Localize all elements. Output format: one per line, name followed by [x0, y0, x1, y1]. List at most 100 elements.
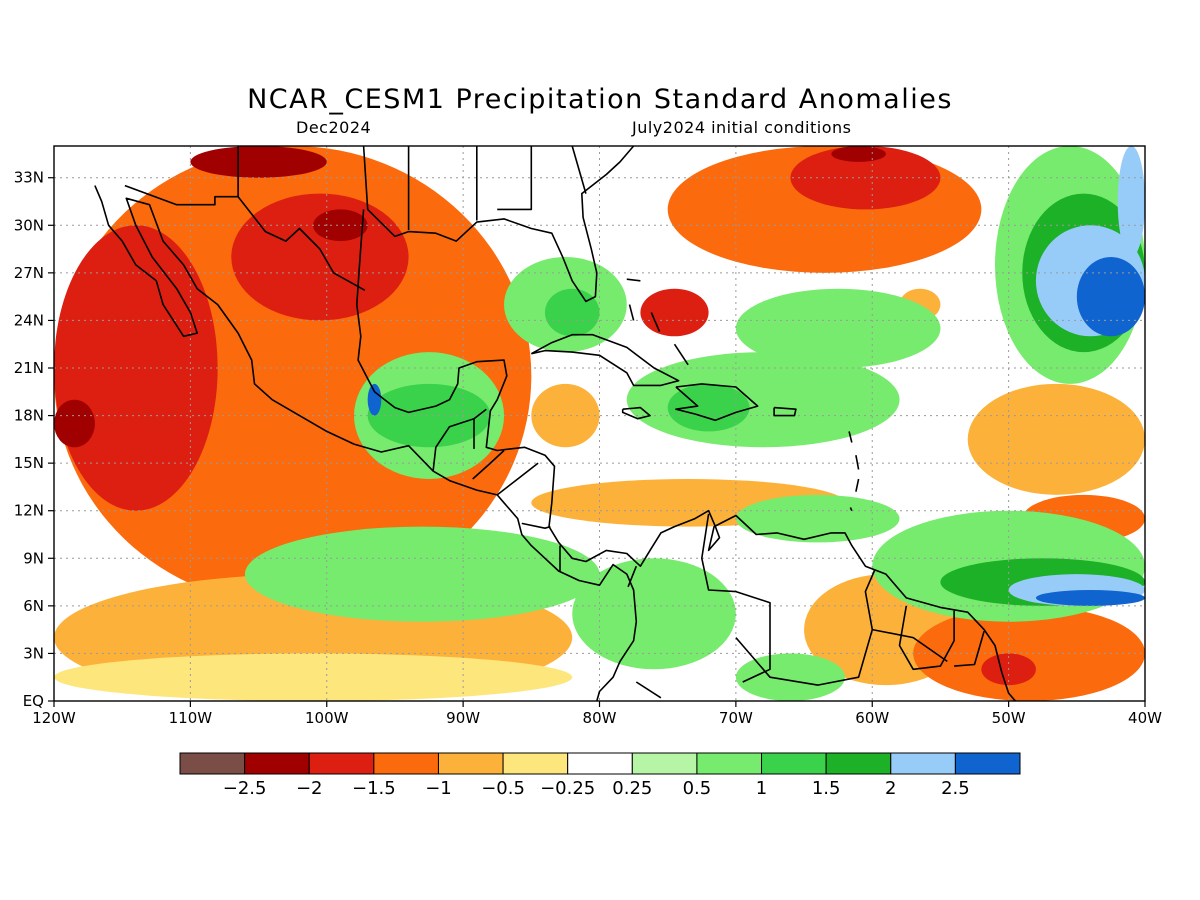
colorbar-swatch — [890, 752, 956, 775]
coastline — [497, 146, 533, 211]
chart-title: NCAR_CESM1 Precipitation Standard Anomal… — [247, 84, 953, 115]
anomaly-region — [231, 193, 409, 321]
lon-tick-label: 60W — [855, 709, 889, 727]
anomaly-region — [967, 383, 1145, 495]
colorbar-swatch — [631, 752, 698, 775]
colorbar-swatch — [308, 752, 375, 775]
colorbar-label: 0.25 — [612, 778, 652, 799]
coastline — [496, 462, 539, 496]
anomaly-region — [54, 399, 95, 448]
lon-tick-label: 90W — [446, 709, 480, 727]
anomaly-region — [735, 288, 941, 368]
lon-tick-label: 120W — [32, 709, 76, 727]
colorbar-label: 0.5 — [683, 778, 712, 799]
colorbar-label: 1 — [756, 778, 767, 799]
lat-tick-label: 33N — [14, 169, 44, 187]
coastlines — [94, 146, 1017, 701]
colorbar-swatch — [825, 752, 892, 775]
anomaly-region — [1076, 257, 1145, 337]
lat-tick-label: 24N — [14, 311, 44, 329]
initial-conditions: July2024 initial conditions — [632, 118, 852, 137]
anomaly-region — [640, 288, 709, 337]
coastline — [432, 408, 487, 472]
coastline — [627, 565, 638, 588]
colorbar-swatch — [502, 752, 569, 775]
anomaly-region — [913, 605, 1145, 701]
axis-ticks: 120W 110W 100W 90W 80W 70W 60W 50W 40W EQ 3N 6N 9N 12… — [14, 169, 1162, 727]
coastline — [530, 333, 680, 387]
lon-tick-label: 70W — [719, 709, 753, 727]
colorbar-label: −2.5 — [223, 778, 267, 799]
coastline — [356, 209, 1017, 701]
anomaly-region — [735, 653, 845, 701]
lat-tick-label: 9N — [23, 549, 44, 567]
lat-tick-label: 30N — [14, 216, 44, 234]
lat-tick-label: 18N — [14, 407, 44, 425]
anomaly-region — [831, 146, 886, 162]
colorbar-label: −1 — [425, 778, 452, 799]
anomaly-field — [54, 146, 1145, 701]
colorbar-label: 2 — [885, 778, 896, 799]
anomaly-region — [572, 558, 736, 670]
lat-tick-label: 12N — [14, 502, 44, 520]
anomaly-region — [667, 383, 750, 432]
colorbar-swatch — [567, 752, 633, 775]
lat-tick-label: 27N — [14, 264, 44, 282]
coastline — [472, 449, 505, 480]
coastline — [954, 630, 985, 667]
colorbar-swatch — [179, 752, 246, 775]
coastline — [621, 406, 651, 420]
colorbar-swatch — [437, 752, 504, 775]
coastline — [628, 304, 635, 321]
anomaly-region — [54, 653, 573, 701]
colorbar-label: −2 — [296, 778, 323, 799]
colorbar: −2.5 −2 −1.5 −1 −0.5 −0.25 0.25 0.5 1 1.5 2 2.5 — [179, 752, 1021, 799]
coastline — [872, 628, 948, 663]
coastline — [650, 312, 661, 332]
colorbar-label: −0.25 — [540, 778, 595, 799]
grid-lines — [54, 146, 1145, 701]
colorbar-label: 2.5 — [941, 778, 970, 799]
colorbar-swatch — [761, 752, 827, 775]
lat-tick-label: EQ — [23, 692, 44, 710]
colorbar-label: 1.5 — [812, 778, 841, 799]
anomaly-region — [544, 288, 600, 337]
anomaly-region — [735, 494, 900, 543]
coastline — [237, 196, 366, 291]
lon-tick-label: 50W — [992, 709, 1026, 727]
lat-tick-label: 15N — [14, 454, 44, 472]
lon-tick-label: 110W — [169, 709, 213, 727]
coastline — [855, 478, 860, 492]
anomaly-region — [313, 209, 368, 242]
lat-tick-label: 21N — [14, 359, 44, 377]
coastline — [773, 406, 797, 417]
coastline — [855, 455, 860, 470]
anomaly-region — [1035, 590, 1145, 606]
coastline — [849, 507, 853, 512]
anomaly-region — [54, 225, 218, 511]
coastline — [571, 146, 587, 194]
coastline — [898, 605, 955, 671]
forecast-month: Dec2024 — [296, 118, 372, 137]
lon-tick-label: 80W — [583, 709, 617, 727]
coastline — [635, 681, 662, 699]
colorbar-swatch — [954, 752, 1021, 775]
colorbar-swatch — [373, 752, 439, 775]
anomaly-region — [367, 383, 382, 416]
anomaly-region — [367, 383, 491, 448]
coastline — [675, 383, 759, 422]
coastline — [735, 569, 876, 686]
anomaly-region — [244, 526, 600, 622]
colorbar-label: −0.5 — [481, 778, 525, 799]
colorbar-swatch — [696, 752, 763, 775]
anomaly-region — [190, 146, 327, 178]
colorbar-swatch — [244, 752, 310, 775]
lat-tick-label: 6N — [23, 597, 44, 615]
colorbar-label: −1.5 — [352, 778, 396, 799]
coastline — [94, 185, 638, 701]
coastline — [124, 146, 239, 206]
coastline — [362, 146, 635, 303]
anomaly-region — [1117, 146, 1145, 257]
lon-tick-label: 40W — [1128, 709, 1162, 727]
coastline — [848, 431, 853, 443]
